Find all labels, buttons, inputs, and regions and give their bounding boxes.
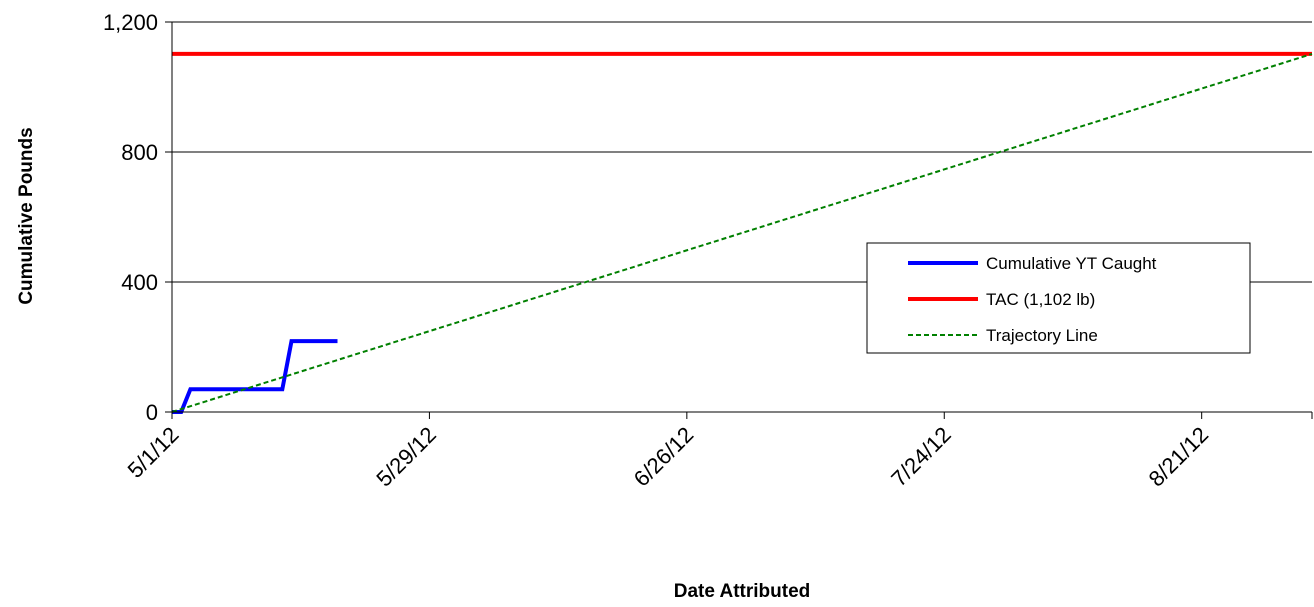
y-tick-label: 800 [121,140,158,165]
x-tick-label: 8/21/12 [1144,422,1214,492]
y-axis-title: Cumulative Pounds [16,127,37,304]
y-tick-label: 400 [121,270,158,295]
x-tick-label: 5/1/12 [123,422,184,483]
legend-label-1: Cumulative YT Caught [986,254,1157,273]
y-tick-label: 1,200 [103,10,158,35]
legend-label-2: TAC (1,102 lb) [986,290,1095,309]
series-line-1 [172,339,338,414]
legend: Cumulative YT Caught TAC (1,102 lb) Trajec… [866,242,1251,354]
y-tick-label: 0 [146,400,158,425]
series-lines [171,51,1313,414]
x-axis-title: Date Attributed [674,581,811,602]
legend-label-3: Trajectory Line [986,326,1098,345]
x-tick-label: 6/26/12 [629,422,699,492]
series-line-3 [171,52,1313,413]
axes [165,21,1313,419]
x-tick-label: 5/29/12 [371,422,441,492]
y-tick-labels: 0 400 800 1,200 [103,10,158,425]
x-tick-labels: 5/1/12 5/29/12 6/26/12 7/24/12 8/21/12 [123,422,1214,492]
x-tick-label: 7/24/12 [886,422,956,492]
